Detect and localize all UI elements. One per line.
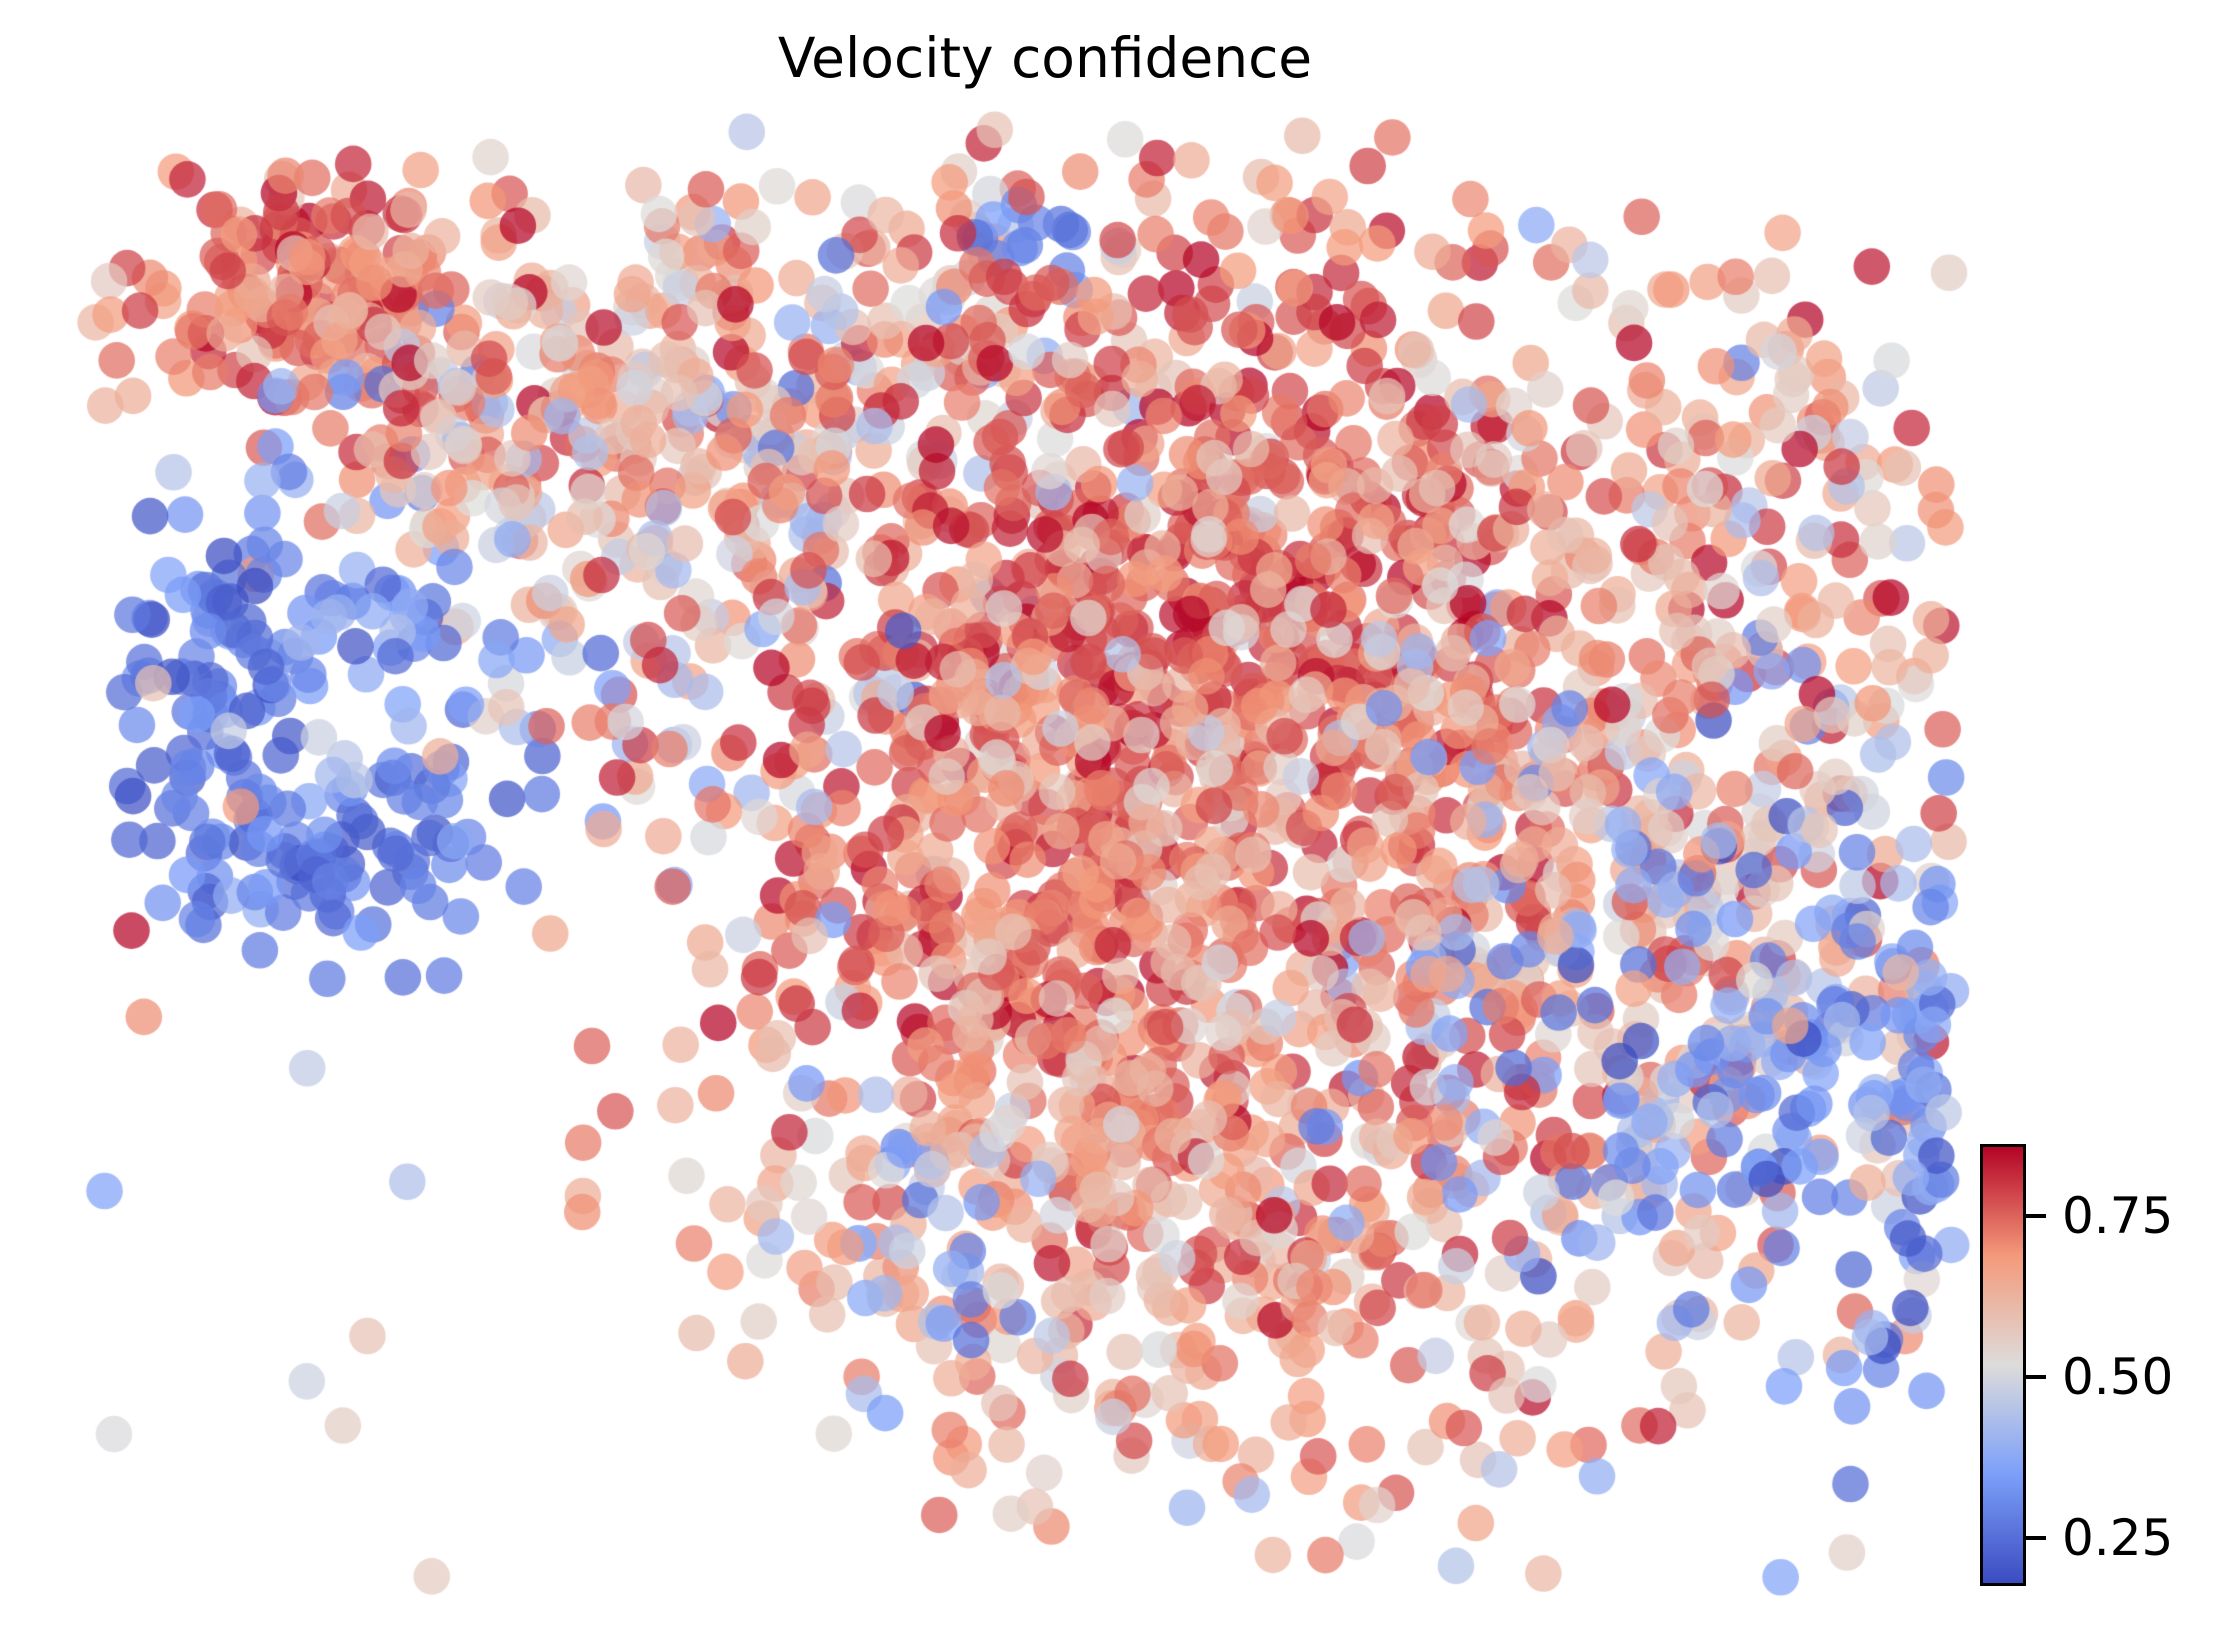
colorbar-tick-label: 0.75 — [2062, 1187, 2174, 1246]
colorbar-tick-label: 0.25 — [2062, 1508, 2174, 1567]
colorbar-tick-mark — [2026, 1214, 2046, 1219]
colorbar — [1980, 1144, 2026, 1586]
colorbar-tick-label: 0.50 — [2062, 1347, 2174, 1406]
colorbar-tick-mark — [2026, 1374, 2046, 1379]
chart-title: Velocity confidence — [777, 26, 1313, 90]
colorbar-tick-mark — [2026, 1535, 2046, 1540]
